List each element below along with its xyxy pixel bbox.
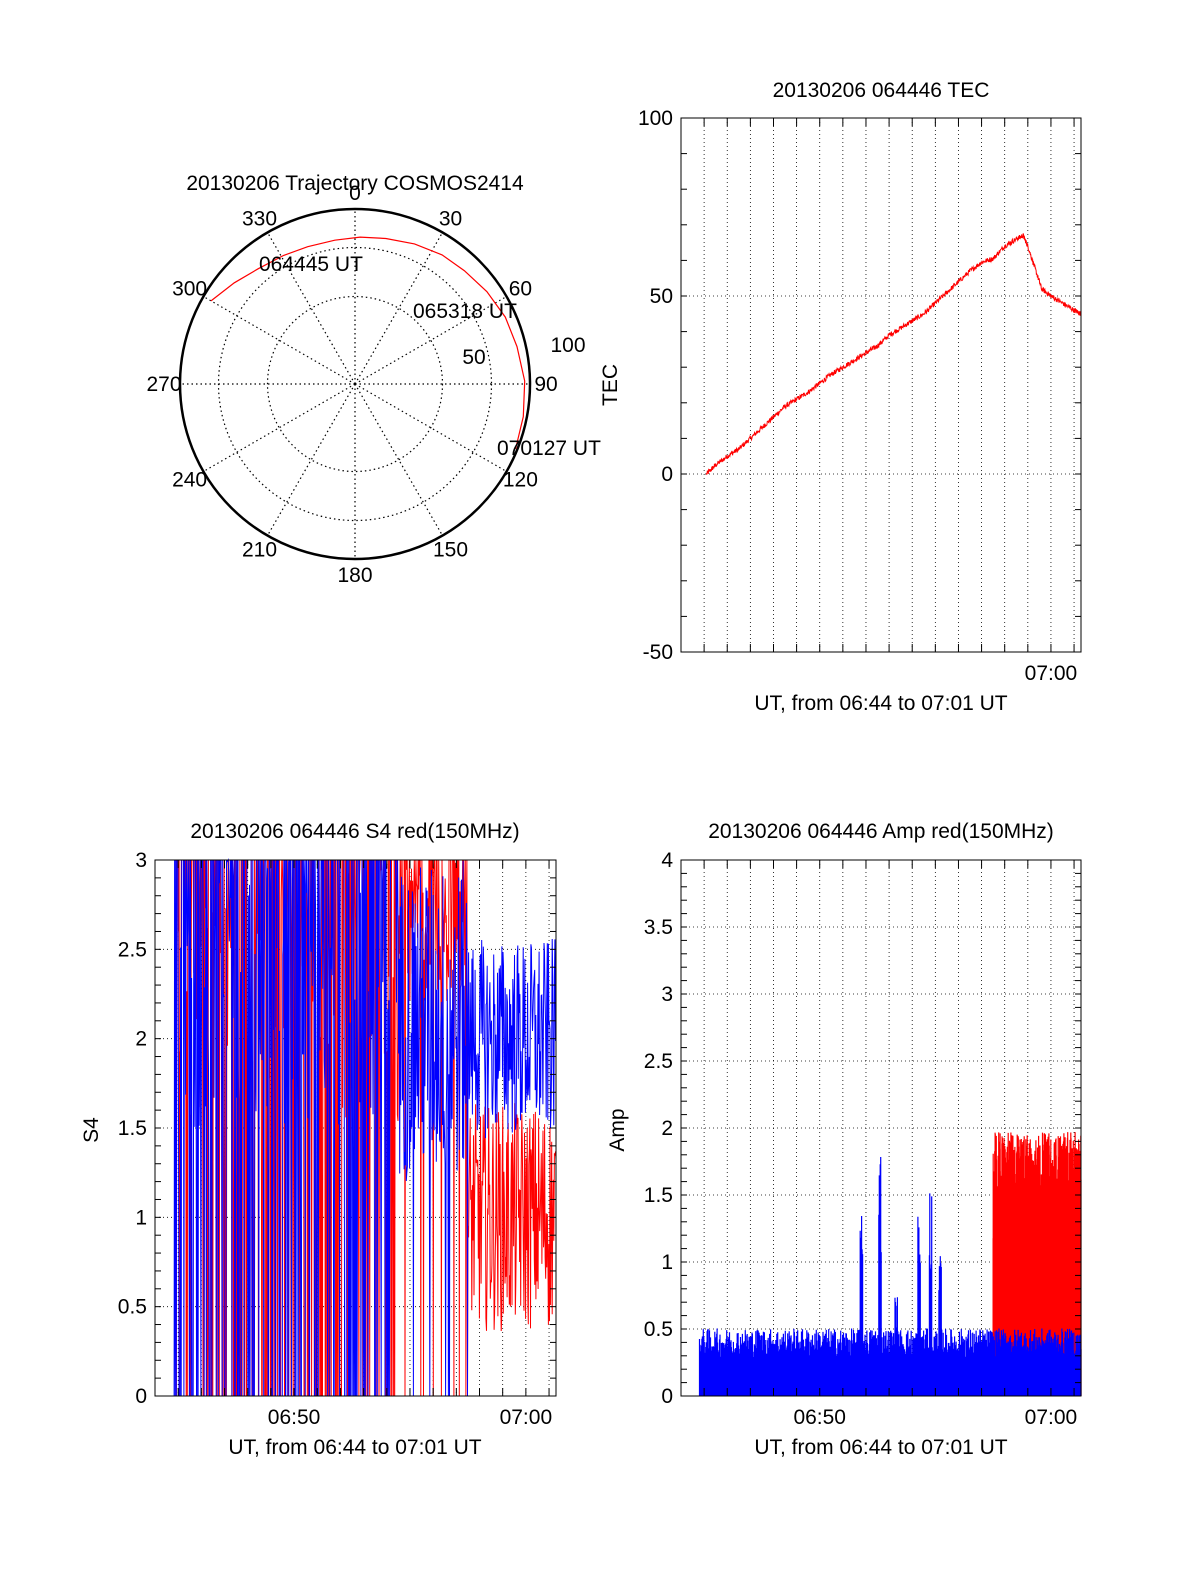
trajectory-mid-label: 065318 UT: [413, 300, 517, 323]
amp-xlabel: UT, from 06:44 to 07:01 UT: [754, 1436, 1007, 1459]
amp-line-blue: [698, 1157, 1082, 1396]
amp-ytick-label: 2.5: [644, 1050, 673, 1073]
tec-ytick-label: -50: [643, 641, 673, 664]
polar-azimuth-label-60: 60: [509, 278, 532, 301]
s4-ytick-label: 3: [135, 849, 147, 872]
polar-grid: [178, 207, 532, 561]
tec-series: [705, 233, 1082, 475]
s4-ytick-label: 2.5: [118, 938, 147, 961]
polar-outer-ring: [178, 207, 532, 561]
amp-ytick-label: 1.5: [644, 1184, 673, 1207]
tec-panel: 20130206 064446 TEC -50 0 50 100 07:00 UT, f…: [599, 79, 1082, 715]
amp-xtick-label: 07:00: [1025, 1406, 1078, 1429]
amp-panel: 20130206 064446 Amp red(150MHz) 0 0.5 1 1.5…: [606, 820, 1082, 1459]
tec-ytick-label: 0: [661, 463, 673, 486]
amp-ytick-label: 0: [661, 1385, 673, 1408]
amp-series: [698, 1132, 1082, 1396]
s4-ytick-label: 1: [135, 1206, 147, 1229]
s4-title: 20130206 064446 S4 red(150MHz): [190, 820, 519, 843]
amp-ticks: 0 0.5 1 1.5 2 2.5 3 3.5 4 06:50 07:00: [644, 849, 1081, 1429]
s4-xtick-label: 06:50: [268, 1406, 321, 1429]
tec-plot-frame: [680, 117, 1082, 653]
trajectory-line: [210, 236, 526, 450]
polar-azimuth-label-180: 180: [337, 564, 372, 587]
amp-ytick-label: 1: [661, 1251, 673, 1274]
amp-ytick-label: 3.5: [644, 916, 673, 939]
polar-panel: 20130206 Trajectory COSMOS2414 0 30 60 90 12…: [146, 172, 601, 587]
amp-xtick-label: 06:50: [793, 1406, 846, 1429]
tec-ylabel: TEC: [599, 364, 622, 406]
amp-ytick-label: 0.5: [644, 1318, 673, 1341]
polar-azimuth-labels: 0 30 60 90 120 150 180 210 240 270 300 330: [146, 182, 557, 587]
polar-title: 20130206 Trajectory COSMOS2414: [186, 172, 524, 195]
amp-ytick-label: 3: [661, 983, 673, 1006]
s4-xlabel: UT, from 06:44 to 07:01 UT: [228, 1436, 481, 1459]
tec-grid: [680, 117, 1081, 653]
s4-panel: 20130206 064446 S4 red(150MHz) 0 0.5 1 1.5 2…: [80, 820, 557, 1459]
s4-series: [173, 858, 557, 1397]
polar-radial-label-100: 100: [550, 334, 585, 357]
polar-azimuth-label-120: 120: [503, 469, 538, 492]
polar-azimuth-label-150: 150: [433, 538, 468, 561]
polar-radial-label-50: 50: [462, 346, 485, 369]
s4-ticks: 0 0.5 1 1.5 2 2.5 3 06:50 07:00: [118, 849, 556, 1429]
amp-title: 20130206 064446 Amp red(150MHz): [708, 820, 1054, 843]
polar-spoke-210: [266, 383, 356, 536]
tec-line: [705, 233, 1082, 475]
tec-ytick-label: 50: [650, 285, 673, 308]
amp-ylabel: Amp: [606, 1108, 629, 1151]
polar-azimuth-label-210: 210: [242, 538, 277, 561]
tec-xlabel: UT, from 06:44 to 07:01 UT: [754, 692, 1007, 715]
polar-azimuth-label-240: 240: [172, 469, 207, 492]
polar-azimuth-label-0: 0: [349, 182, 361, 205]
s4-xtick-label: 07:00: [500, 1406, 553, 1429]
s4-ytick-label: 0: [135, 1385, 147, 1408]
polar-azimuth-label-90: 90: [534, 373, 557, 396]
s4-ytick-label: 0.5: [118, 1296, 147, 1319]
polar-azimuth-label-300: 300: [172, 278, 207, 301]
trajectory-start-label: 064445 UT: [259, 253, 363, 276]
trajectory-end-label: 070127 UT: [497, 437, 601, 460]
polar-azimuth-label-270: 270: [146, 373, 181, 396]
tec-xtick-label: 07:00: [1025, 662, 1078, 685]
polar-azimuth-label-30: 30: [439, 208, 462, 231]
s4-ytick-label: 1.5: [118, 1117, 147, 1140]
tec-ytick-label: 100: [638, 107, 673, 130]
amp-ytick-label: 2: [661, 1117, 673, 1140]
s4-ylabel: S4: [80, 1117, 103, 1143]
amp-ytick-label: 4: [661, 849, 673, 872]
polar-ring-0: [266, 295, 444, 473]
amp-line-red: [992, 1132, 1082, 1396]
tec-ticks: -50 0 50 100 07:00: [638, 107, 1081, 685]
s4-ytick-label: 2: [135, 1028, 147, 1051]
tec-title: 20130206 064446 TEC: [773, 79, 990, 102]
polar-azimuth-label-330: 330: [242, 208, 277, 231]
